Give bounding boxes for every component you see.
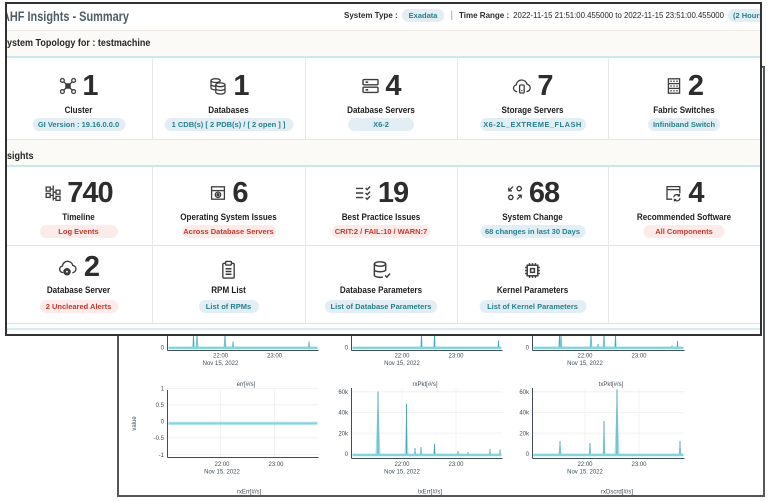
svg-text:err[#/s]: err[#/s] <box>237 382 256 388</box>
svg-text:0.5: 0.5 <box>156 403 165 409</box>
svg-text:23:00: 23:00 <box>631 354 647 360</box>
svg-text:60k: 60k <box>519 390 530 396</box>
svg-text:-1: -1 <box>159 453 165 459</box>
svg-text:60k: 60k <box>338 390 349 396</box>
svg-text:Nov 15, 2022: Nov 15, 2022 <box>384 361 420 367</box>
svg-text:40k: 40k <box>519 411 530 417</box>
svg-text:23:00: 23:00 <box>268 462 284 468</box>
svg-text:20k: 20k <box>338 431 349 437</box>
svg-text:0: 0 <box>526 452 530 458</box>
svg-text:0: 0 <box>161 420 165 426</box>
svg-text:0: 0 <box>345 345 349 351</box>
svg-text:value: value <box>132 416 138 431</box>
svg-text:22:00: 22:00 <box>577 462 593 468</box>
svg-text:22:00: 22:00 <box>394 462 410 468</box>
svg-text:txPkt[#/s]: txPkt[#/s] <box>599 382 624 388</box>
svg-text:1: 1 <box>161 387 165 393</box>
svg-text:rxPkt[#/s]: rxPkt[#/s] <box>412 382 437 388</box>
svg-text:23:00: 23:00 <box>448 354 464 360</box>
svg-text:0: 0 <box>526 345 530 351</box>
svg-text:20k: 20k <box>519 431 530 437</box>
svg-text:-0.5: -0.5 <box>154 436 165 442</box>
svg-text:Nov 15, 2022: Nov 15, 2022 <box>384 470 420 476</box>
svg-text:Nov 15, 2022: Nov 15, 2022 <box>204 470 240 476</box>
svg-text:0: 0 <box>161 345 165 351</box>
svg-text:Nov 15, 2022: Nov 15, 2022 <box>203 361 239 367</box>
svg-text:0: 0 <box>345 452 349 458</box>
svg-text:rxDscrd[#/s]: rxDscrd[#/s] <box>601 490 633 496</box>
svg-text:23:00: 23:00 <box>267 354 283 360</box>
svg-text:23:00: 23:00 <box>448 462 464 468</box>
svg-text:22:00: 22:00 <box>214 462 230 468</box>
svg-text:txErr[#/s]: txErr[#/s] <box>418 490 442 496</box>
svg-text:Nov 15, 2022: Nov 15, 2022 <box>567 470 603 476</box>
svg-text:22:00: 22:00 <box>577 354 593 360</box>
svg-text:Nov 15, 2022: Nov 15, 2022 <box>567 361 603 367</box>
svg-text:22:00: 22:00 <box>213 354 229 360</box>
svg-text:23:00: 23:00 <box>631 462 647 468</box>
svg-text:rxErr[#/s]: rxErr[#/s] <box>237 490 262 496</box>
svg-text:40k: 40k <box>338 411 349 417</box>
svg-text:22:00: 22:00 <box>394 354 410 360</box>
